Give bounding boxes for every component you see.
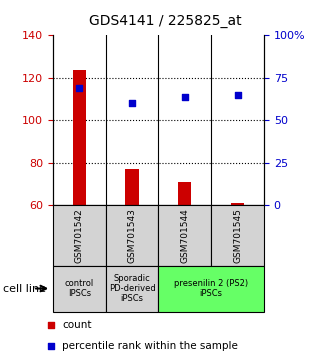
- Bar: [231, 203, 244, 205]
- Text: GSM701544: GSM701544: [180, 208, 189, 263]
- Point: [129, 101, 135, 106]
- Bar: [53, 266, 106, 312]
- Bar: [211, 205, 264, 266]
- Point: [235, 92, 240, 98]
- Text: control
IPSCs: control IPSCs: [65, 279, 94, 298]
- Text: GDS4141 / 225825_at: GDS4141 / 225825_at: [89, 14, 241, 28]
- Bar: [106, 205, 158, 266]
- Text: GSM701542: GSM701542: [75, 208, 84, 263]
- Text: presenilin 2 (PS2)
iPSCs: presenilin 2 (PS2) iPSCs: [174, 279, 248, 298]
- Point: [182, 95, 187, 100]
- Point: [77, 85, 82, 91]
- Text: GSM701545: GSM701545: [233, 208, 242, 263]
- Bar: [158, 205, 211, 266]
- Text: cell line: cell line: [3, 284, 46, 293]
- Bar: [73, 70, 86, 205]
- Text: count: count: [62, 320, 91, 330]
- Bar: [125, 169, 139, 205]
- Text: Sporadic
PD-derived
iPSCs: Sporadic PD-derived iPSCs: [109, 274, 155, 303]
- Point: [197, 261, 202, 267]
- Bar: [106, 266, 158, 312]
- Bar: [158, 266, 264, 312]
- Point: [197, 66, 202, 72]
- Bar: [178, 182, 191, 205]
- Text: percentile rank within the sample: percentile rank within the sample: [62, 341, 238, 351]
- Bar: [53, 205, 106, 266]
- Text: GSM701543: GSM701543: [127, 208, 137, 263]
